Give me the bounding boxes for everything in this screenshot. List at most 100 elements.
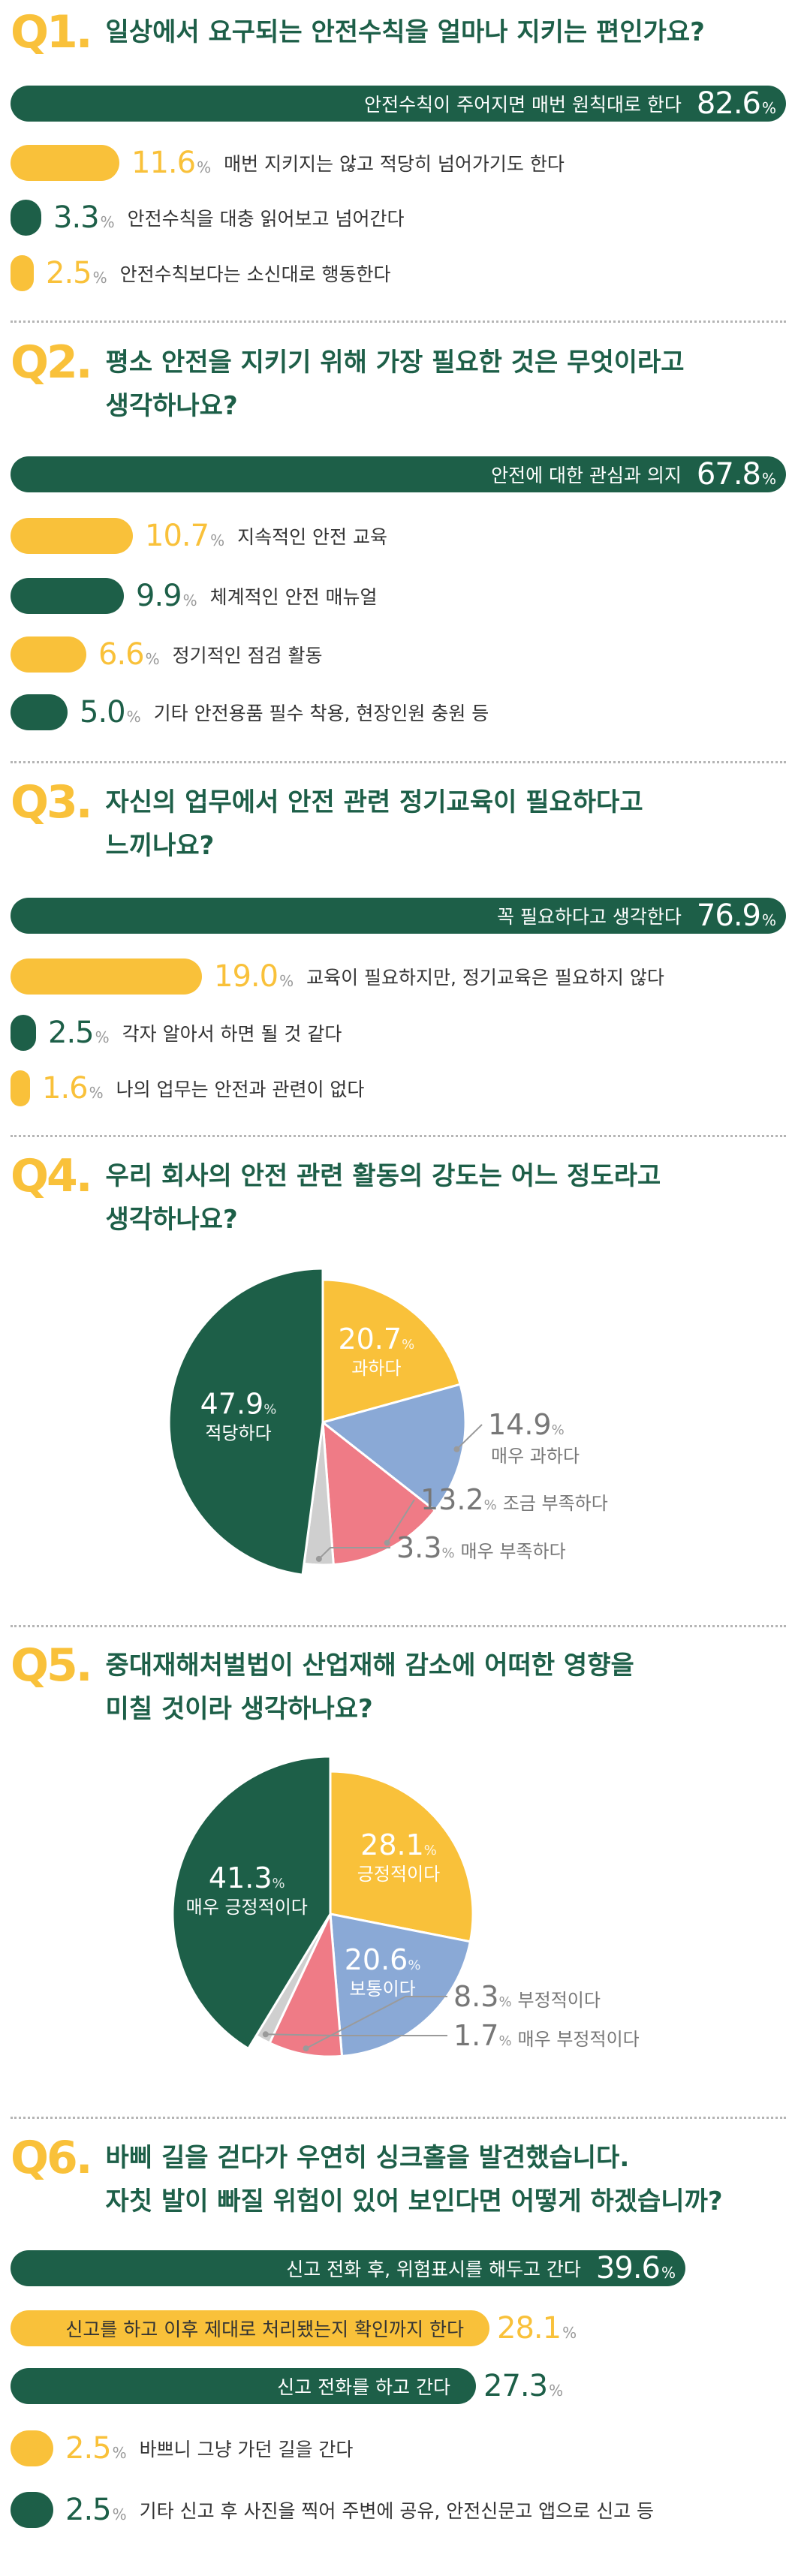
value-wrapper: 9.9% 체계적인 안전 매뉴얼 [136, 579, 378, 613]
percent-unit: % [182, 591, 197, 609]
bar [11, 694, 68, 730]
q5-question: 중대재해처벌법이 산업재해 감소에 어떠한 영향을 미칠 것이라 생각하나요? [106, 1641, 634, 1731]
pie-slice [329, 1912, 472, 2058]
bar-row: 안전수칙이 주어지면 매번 원칙대로 한다 82.6% [11, 86, 786, 122]
bar-row: 9.9% 체계적인 안전 매뉴얼 [11, 578, 378, 614]
leader-dot [303, 2045, 309, 2052]
bar-row: 신고를 하고 이후 제대로 처리됐는지 확인까지 한다 28.1% [11, 2310, 577, 2346]
value-wrapper: 2.5% 기타 신고 후 사진을 찍어 주변에 공유, 안전신문고 앱으로 신고 … [65, 2493, 654, 2527]
bar: 신고 전화를 하고 간다 [11, 2368, 476, 2404]
category-label: 안전에 대한 관심과 의지 [491, 465, 682, 486]
q3-number: Q3. [11, 776, 93, 829]
q2-title: Q2. 평소 안전을 지키기 위해 가장 필요한 것은 무엇이라고 생각하나요? [11, 338, 685, 428]
percent-unit: % [441, 1545, 454, 1561]
q4-number: Q4. [11, 1150, 93, 1202]
bar: 안전에 대한 관심과 의지 67.8% [11, 456, 786, 492]
value-number: 41.3 [209, 1861, 273, 1894]
leader-line [386, 1499, 415, 1544]
q5-question-line2: 미칠 것이라 생각하나요? [105, 1694, 373, 1724]
bar [11, 2492, 53, 2528]
category-label: 바쁘니 그냥 가던 길을 간다 [139, 2439, 354, 2460]
q2-number: Q2. [11, 336, 93, 389]
category-label: 매우 부정적이다 [518, 2029, 640, 2050]
value-label: 28.1% [360, 1828, 437, 1861]
bar [11, 518, 133, 554]
bar-row: 19.0% 교육이 필요하지만, 정기교육은 필요하지 않다 [11, 958, 664, 995]
value-wrapper: 5.0% 기타 안전용품 필수 착용, 현장인원 충원 등 [80, 695, 489, 730]
percent-unit: % [100, 213, 115, 231]
q5-question-line1: 중대재해처벌법이 산업재해 감소에 어떠한 영향을 [105, 1651, 634, 1681]
q6-number: Q6. [11, 2132, 93, 2184]
percent-unit: % [92, 269, 107, 287]
divider [11, 761, 786, 763]
q1-number: Q1. [11, 6, 93, 59]
percent-unit: % [562, 2324, 577, 2342]
q6-question-line1: 바삐 길을 걷다가 우연히 싱크홀을 발견했습니다. [105, 2143, 630, 2173]
bar-row: 안전에 대한 관심과 의지 67.8% [11, 456, 786, 492]
bar-row: 꼭 필요하다고 생각한다 76.9% [11, 898, 786, 934]
percent-unit: % [408, 1958, 420, 1973]
percent-unit: % [112, 2505, 127, 2523]
bar: 신고 전화 후, 위험표시를 해두고 간다 39.6% [11, 2250, 685, 2286]
q6-question: 바삐 길을 걷다가 우연히 싱크홀을 발견했습니다. 자칫 발이 빠질 위험이 … [106, 2133, 723, 2223]
bar-row: 신고 전화를 하고 간다 27.3% [11, 2368, 563, 2404]
category-label: 부정적이다 [518, 1990, 601, 2011]
q5-title: Q5. 중대재해처벌법이 산업재해 감소에 어떠한 영향을 미칠 것이라 생각하… [11, 1641, 634, 1731]
percent-unit: % [761, 911, 776, 929]
value-number: 47.9 [200, 1388, 264, 1421]
divider [11, 320, 786, 323]
divider [11, 1625, 786, 1627]
leader-line [318, 1547, 390, 1560]
percent-unit: % [95, 1028, 110, 1046]
percent-unit: % [126, 708, 141, 726]
percent-unit: % [761, 99, 776, 117]
leader-dot [453, 1446, 460, 1452]
value-wrapper: 2.5% 바쁘니 그냥 가던 길을 간다 [65, 2431, 353, 2466]
value-wrapper: 2.5% 각자 알아서 하면 될 것 같다 [48, 1016, 342, 1050]
category-label: 조금 부족하다 [503, 1493, 608, 1514]
category-label: 지속적인 안전 교육 [237, 526, 387, 548]
leader-line [456, 1424, 483, 1450]
category-label: 매우 긍정적이다 [186, 1897, 308, 1918]
value-label: 6.6% [98, 637, 160, 672]
bar: 신고를 하고 이후 제대로 처리됐는지 확인까지 한다 [11, 2310, 489, 2346]
value-label: 10.7% [145, 519, 224, 553]
value-label: 2.5% [46, 256, 107, 290]
bar-row: 5.0% 기타 안전용품 필수 착용, 현장인원 충원 등 [11, 694, 489, 730]
percent-unit: % [761, 470, 776, 488]
bar [11, 1015, 36, 1051]
pie-slice [268, 1909, 344, 2058]
q3-question-line2: 느끼나요? [105, 831, 215, 861]
category-label: 안전수칙을 대충 읽어보고 넘어간다 [127, 208, 405, 230]
value-label: 19.0% [214, 959, 294, 994]
value-wrapper: 11.6% 매번 지키지는 않고 적당히 넘어가기도 한다 [131, 146, 565, 180]
category-label: 적당하다 [205, 1423, 271, 1444]
value-label: 9.9% [136, 579, 197, 613]
value-label: 20.7% [338, 1323, 414, 1356]
bar-row: 3.3% 안전수칙을 대충 읽어보고 넘어간다 [11, 200, 404, 236]
q4-question: 우리 회사의 안전 관련 활동의 강도는 어느 정도라고 생각하나요? [106, 1151, 661, 1241]
category-label: 긍정적이다 [357, 1864, 440, 1885]
percent-unit: % [89, 1084, 104, 1102]
category-label: 과하다 [351, 1358, 401, 1379]
leader-line [306, 1996, 447, 2049]
pie-slice [320, 1383, 467, 1512]
leader-dot [262, 2031, 269, 2038]
category-label: 신고 전화 후, 위험표시를 해두고 간다 [286, 2259, 581, 2280]
category-label: 나의 업무는 안전과 관련이 없다 [116, 1079, 365, 1100]
bar-row: 10.7% 지속적인 안전 교육 [11, 518, 387, 554]
category-label: 안전수칙보다는 소신대로 행동한다 [119, 263, 391, 285]
value-number: 1.7 [453, 2019, 498, 2052]
bar-row: 6.6% 정기적인 점검 활동 [11, 636, 323, 673]
category-label: 기타 안전용품 필수 착용, 현장인원 충원 등 [153, 703, 489, 724]
category-label: 매번 지키지는 않고 적당히 넘어가기도 한다 [224, 153, 565, 175]
value-wrapper: 2.5% 안전수칙보다는 소신대로 행동한다 [46, 256, 391, 290]
value-wrapper: 6.6% 정기적인 점검 활동 [98, 637, 323, 672]
q2-question: 평소 안전을 지키기 위해 가장 필요한 것은 무엇이라고 생각하나요? [106, 338, 685, 428]
value-label: 2.5% [65, 2493, 127, 2527]
percent-unit: % [263, 1402, 276, 1418]
q2-question-line2: 생각하나요? [105, 391, 238, 421]
category-label: 기타 신고 후 사진을 찍어 주변에 공유, 안전신문고 앱으로 신고 등 [139, 2500, 655, 2522]
category-label: 신고를 하고 이후 제대로 처리됐는지 확인까지 한다 [65, 2319, 464, 2340]
value-label: 5.0% [80, 695, 141, 730]
